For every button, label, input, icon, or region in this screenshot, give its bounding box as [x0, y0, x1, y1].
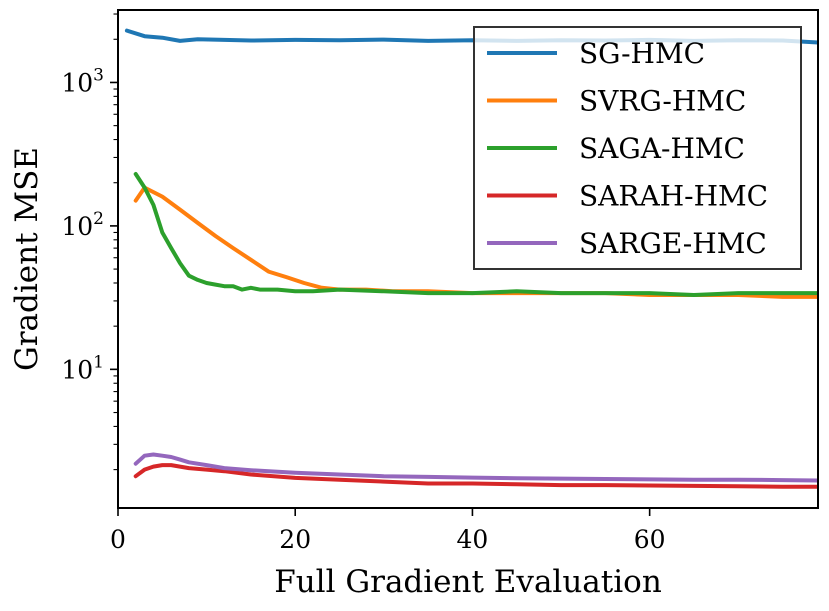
series-line-saga-hmc: [133, 172, 818, 297]
legend: SG-HMC SVRG-HMC SAGA-HMC SARAH-HMC SARGE-HMC: [473, 26, 802, 270]
x-tick-label: 60: [634, 525, 666, 554]
legend-label-svrg-hmc: SVRG-HMC: [579, 85, 746, 118]
legend-label-sarah-hmc: SARAH-HMC: [579, 180, 768, 213]
x-tick-label: 20: [279, 525, 311, 554]
y-axis-label: Gradient MSE: [9, 147, 45, 371]
series-line-sarge-hmc: [133, 452, 818, 483]
x-tick-label: 40: [457, 525, 489, 554]
legend-items: SG-HMC SVRG-HMC SAGA-HMC SARAH-HMC SARGE-HMC: [487, 37, 768, 260]
x-axis-label: Full Gradient Evaluation: [274, 564, 662, 600]
y-tick-label: 103: [61, 65, 104, 97]
series-line-sarah-hmc: [133, 463, 818, 489]
legend-label-saga-hmc: SAGA-HMC: [579, 132, 745, 165]
legend-label-sg-hmc: SG-HMC: [579, 37, 705, 70]
y-tick-label: 101: [61, 352, 104, 384]
y-tick-label: 102: [61, 209, 104, 241]
x-tick-label: 0: [110, 525, 126, 554]
legend-label-sarge-hmc: SARGE-HMC: [579, 227, 767, 260]
plot-frame: [117, 9, 819, 509]
x-axis: 0 20 40 60: [110, 508, 666, 554]
y-axis: 101 102 103: [61, 13, 118, 471]
